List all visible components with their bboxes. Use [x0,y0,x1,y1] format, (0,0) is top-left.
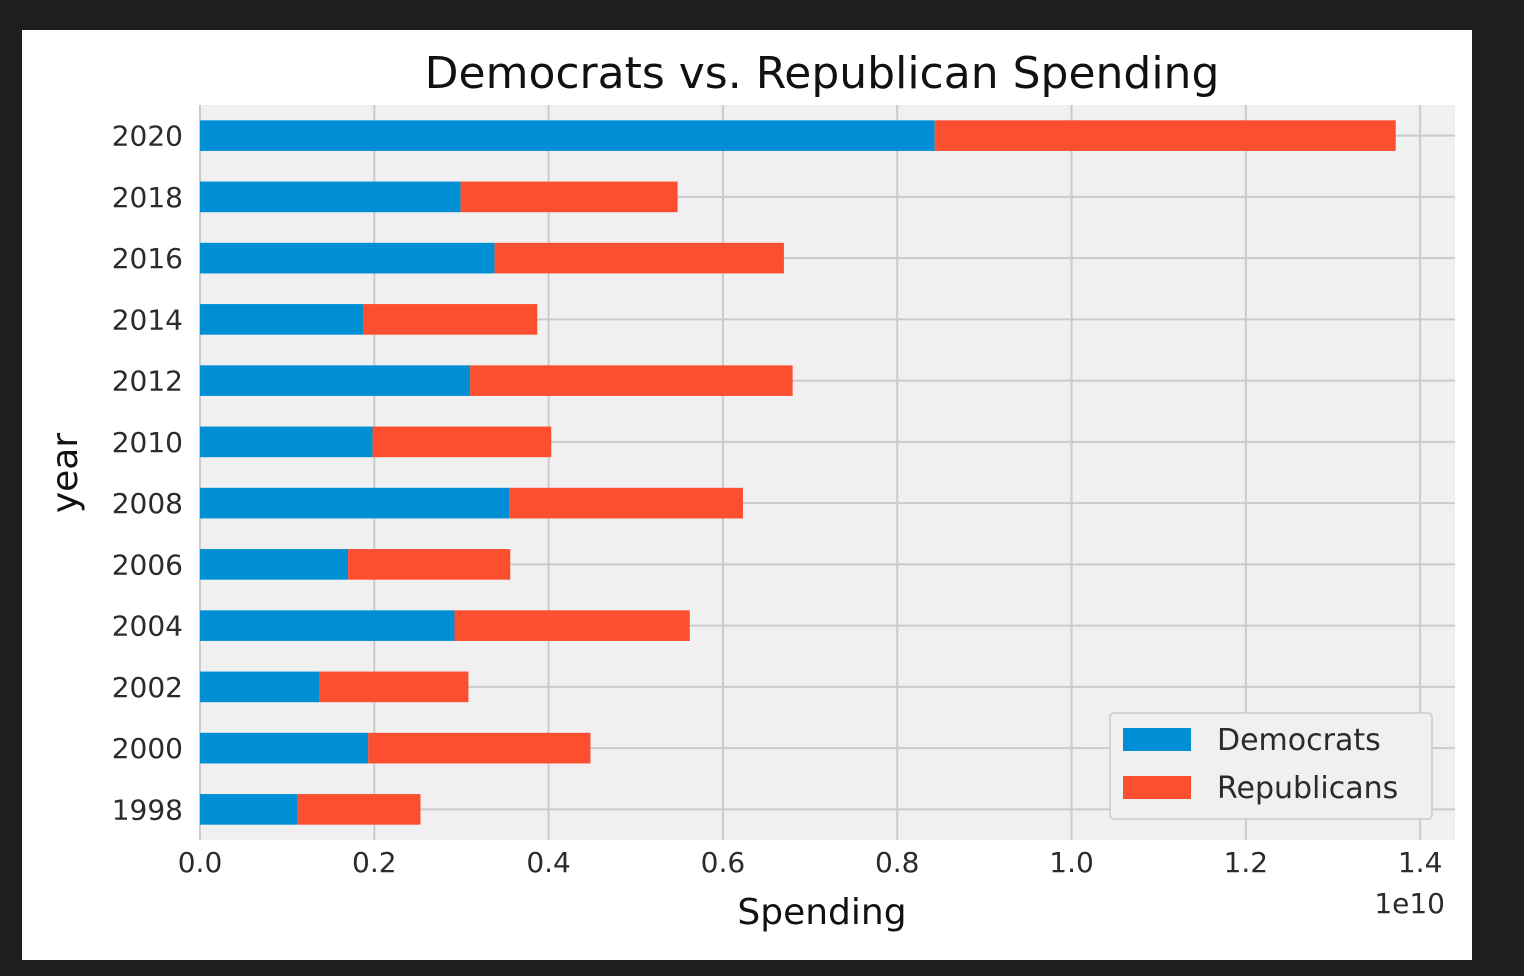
x-tick-label: 1.2 [1224,846,1269,879]
y-tick-label: 2002 [112,671,183,704]
bars [200,120,1396,825]
y-tick-label: 2018 [112,181,183,214]
chart-title: Democrats vs. Republican Spending [425,48,1220,99]
y-tick-label: 2006 [112,548,183,581]
y-tick-labels: 1998 2000 2002 2004 2006 2008 2010 2012 2014 2016… [112,120,183,827]
x-tick-label: 0.8 [875,846,920,879]
y-tick-label: 2014 [112,303,183,336]
bar-democrats-2020 [200,120,935,151]
y-tick-label: 2008 [112,487,183,520]
bar-republicans-2006 [348,549,511,580]
bar-republicans-2000 [368,732,591,764]
x-axis-offset-label: 1e10 [1374,887,1445,920]
legend: Democrats Republicans [1109,712,1433,820]
x-tick-label: 1.4 [1398,846,1443,879]
legend-label-democrats: Democrats [1217,723,1381,758]
bar-democrats-2006 [200,549,349,580]
legend-swatch-democrats [1123,728,1191,751]
bar-republicans-2020 [934,120,1396,151]
bar-republicans-2010 [372,426,552,458]
y-tick-label: 2020 [112,120,183,153]
bar-republicans-2016 [494,242,784,274]
stacked-bar-chart: 0.0 0.2 0.4 0.6 0.8 1.0 1.2 1.4 1998 2000 2002 200… [45,48,1455,933]
bar-republicans-1998 [297,794,421,825]
bar-democrats-2012 [200,365,471,396]
legend-label-republicans: Republicans [1217,771,1398,806]
y-tick-label: 2016 [112,242,183,275]
figure: 0.0 0.2 0.4 0.6 0.8 1.0 1.2 1.4 1998 2000 2002 200… [22,30,1472,960]
y-tick-label: 2010 [112,426,183,459]
y-tick-label: 1998 [112,793,183,826]
x-axis-label: Spending [737,892,906,933]
y-tick-label: 2000 [112,732,183,765]
x-tick-label: 0.4 [526,846,571,879]
bar-republicans-2004 [454,610,690,641]
bar-democrats-2010 [200,426,373,458]
x-tick-label: 0.2 [352,846,397,879]
bar-democrats-2008 [200,487,510,519]
x-tick-label: 1.0 [1049,846,1094,879]
bar-democrats-2014 [200,304,363,335]
y-axis-label: year [45,433,86,514]
x-tick-labels: 0.0 0.2 0.4 0.6 0.8 1.0 1.2 1.4 [178,846,1443,879]
y-tick-label: 2004 [112,610,183,643]
x-tick-label: 0.0 [178,846,223,879]
y-tick-label: 2012 [112,365,183,398]
bar-democrats-2000 [200,732,369,764]
bar-republicans-2018 [460,181,678,213]
bar-republicans-2014 [362,304,538,335]
bar-democrats-2002 [200,671,320,703]
bar-democrats-1998 [200,794,298,825]
bar-republicans-2002 [319,671,469,703]
bar-republicans-2012 [470,365,793,396]
bar-republicans-2008 [509,487,743,519]
bar-democrats-2016 [200,242,495,274]
bar-democrats-2004 [200,610,455,641]
legend-swatch-republicans [1123,776,1191,799]
bar-democrats-2018 [200,181,461,213]
x-tick-label: 0.6 [701,846,746,879]
